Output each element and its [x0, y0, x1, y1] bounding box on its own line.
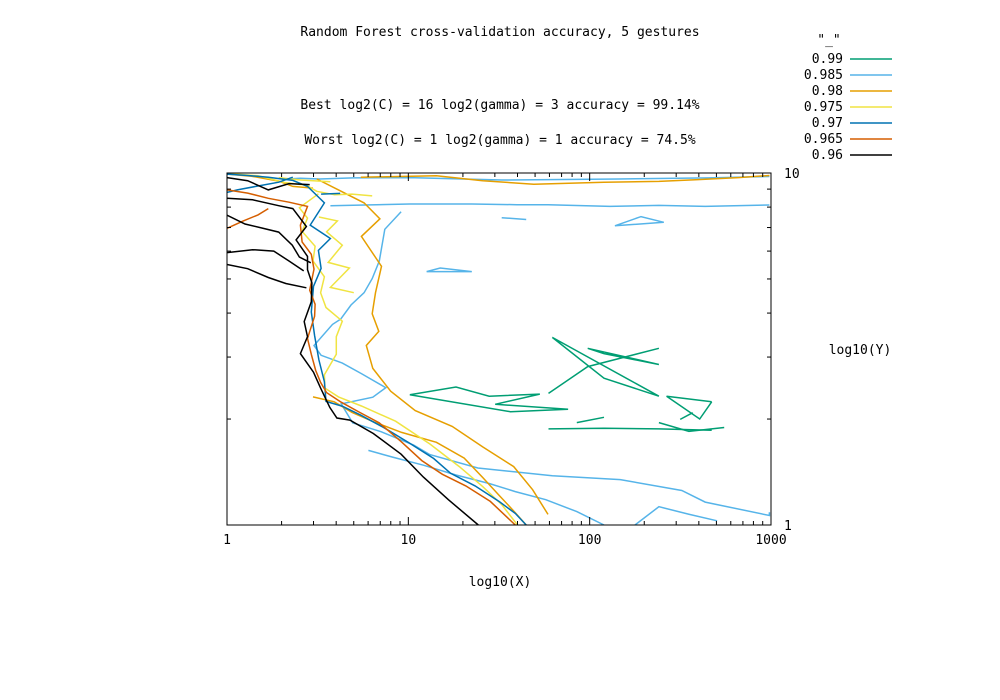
chart-title: Random Forest cross-validation accuracy,… [300, 25, 699, 40]
contour-0.96-segment-4 [227, 263, 307, 289]
x-tick-label: 100 [578, 533, 601, 548]
contour-0.98-segment-1 [316, 178, 549, 515]
legend-label: 0.965 [804, 132, 843, 147]
contour-0.99-segment-3 [666, 395, 713, 421]
y-tick-label: 1 [784, 519, 792, 534]
annotation-worst: Worst log2(C) = 1 log2(gamma) = 1 accura… [304, 133, 696, 148]
contour-0.985-segment-5 [313, 211, 771, 517]
contour-0.965-segment-1 [227, 207, 269, 229]
contour-0.985-segment-0 [281, 175, 770, 181]
legend-label: 0.99 [812, 52, 843, 67]
contour-0.96-segment-2 [227, 214, 312, 264]
contour-0.99-segment-4 [658, 421, 725, 433]
x-tick-label: 10 [401, 533, 417, 548]
annotation-best: Best log2(C) = 16 log2(gamma) = 3 accura… [300, 98, 699, 113]
contour-0.99-segment-0 [409, 386, 569, 413]
contour-0.99-segment-2 [551, 336, 660, 397]
x-tick-label: 1 [223, 533, 231, 548]
contour-0.96-segment-0 [227, 176, 310, 191]
contour-0.98-segment-3 [312, 396, 527, 525]
contour-0.985-segment-7 [634, 505, 718, 525]
axis-ticks [226, 172, 771, 526]
legend-label: 0.96 [812, 148, 843, 163]
contour-0.965-segment-0 [227, 189, 516, 525]
contour-0.975-segment-2 [298, 193, 519, 525]
contour-0.985-segment-6 [368, 449, 605, 525]
legend-label: 0.97 [812, 116, 843, 131]
contour-0.99-segment-5 [548, 347, 660, 395]
contour-0.985-segment-2 [426, 267, 472, 273]
contour-0.99-segment-1 [587, 347, 660, 366]
y-axis-label: log10(Y) [829, 343, 892, 358]
legend-label: 0.98 [812, 84, 843, 99]
contour-0.96-segment-1 [227, 197, 479, 525]
contour-0.96-segment-3 [227, 248, 305, 272]
legend-label: 0.985 [804, 68, 843, 83]
plot-frame [226, 172, 772, 526]
contour-0.985-segment-1 [330, 203, 770, 208]
contour-0.975-segment-1 [278, 176, 331, 183]
contour-0.97-segment-2 [321, 192, 341, 195]
contour-0.985-segment-4 [501, 216, 527, 221]
contour-0.99-segment-6 [548, 427, 712, 432]
contour-0.99-segment-7 [576, 416, 605, 424]
x-axis-label: log10(X) [469, 575, 532, 590]
legend-label: 0.975 [804, 100, 843, 115]
contour-0.99-segment-8 [679, 412, 694, 421]
y-tick-label: 10 [784, 167, 800, 182]
contour-0.985-segment-3 [614, 215, 664, 227]
x-tick-label: 1000 [755, 533, 786, 548]
contour-0.98-segment-0 [360, 174, 770, 186]
contour-0.975-segment-3 [318, 216, 354, 294]
contour-0.98-segment-2 [227, 173, 314, 189]
contour-0.97-segment-0 [227, 173, 527, 525]
legend-title: "_" [817, 33, 840, 48]
contour-lines [227, 173, 771, 525]
